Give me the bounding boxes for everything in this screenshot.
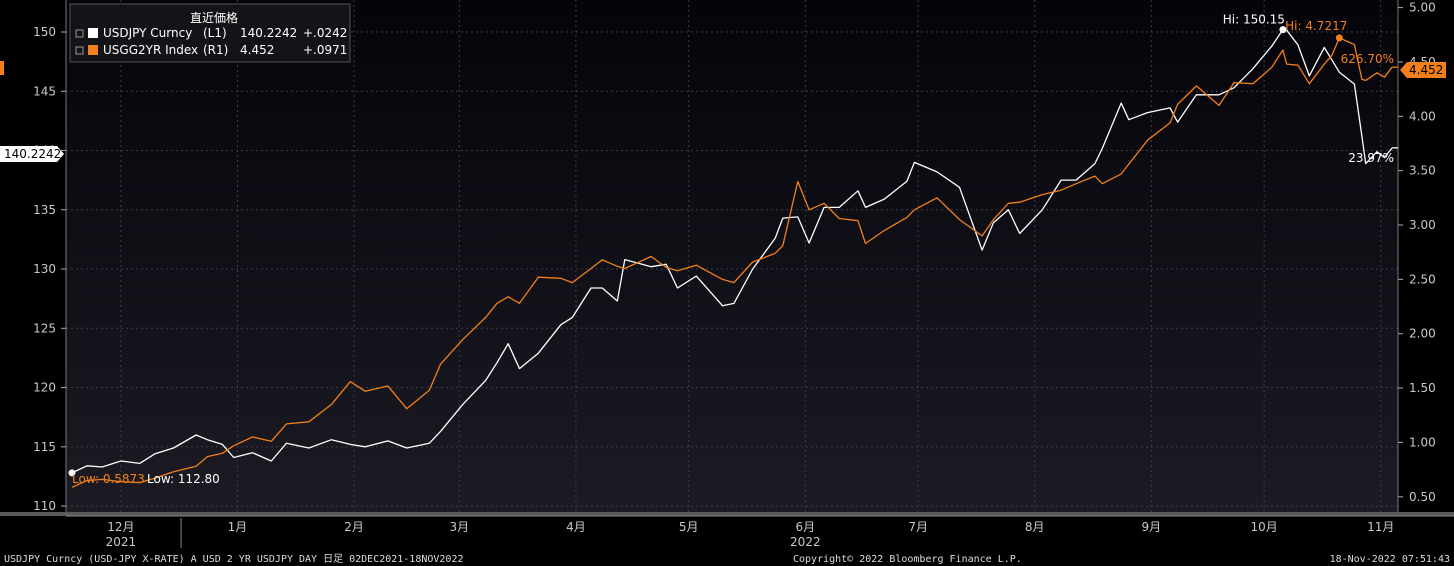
right-last-value-tag: 4.452	[1400, 62, 1446, 78]
usgg2yr-high-label: Hi: 4.7217	[1285, 19, 1347, 33]
legend-expand-icon[interactable]	[75, 46, 84, 55]
x-tick-label: 8月	[1025, 520, 1045, 534]
usdjpy-low-marker	[68, 469, 76, 477]
legend-usgg2yr-last: 4.452	[240, 43, 274, 57]
footer-left-text: USDJPY Curncy (USD-JPY X-RATE) A USD 2 Y…	[4, 553, 464, 565]
left-tick-label: 150	[33, 25, 56, 39]
annotations-layer: Hi: 150.15 Hi: 4.7217 Low: 0.5873 Low: 112.…	[68, 13, 1398, 486]
x-tick-label: 2月	[344, 520, 364, 534]
usgg2yr-low-label: Low: 0.5873	[72, 472, 145, 486]
legend-usgg2yr-axis: (R1)	[203, 43, 228, 57]
x-tick-label: 11月	[1367, 520, 1394, 534]
x-year-label: 2022	[790, 535, 821, 549]
right-tick-label: 3.00	[1409, 218, 1436, 232]
legend-usgg2yr-name: USGG2YR Index	[103, 43, 198, 57]
x-tick-label: 6月	[796, 520, 816, 534]
usgg2yr-change-pct-label: 626.70%	[1341, 52, 1394, 66]
right-last-value-text: 4.452	[1409, 63, 1443, 77]
legend-expand-icon[interactable]	[75, 29, 84, 38]
legend-box	[69, 3, 351, 63]
right-tick-label: 2.00	[1409, 327, 1436, 341]
x-tick-label: 4月	[566, 520, 586, 534]
plot-area	[66, 0, 1398, 512]
legend-usdjpy-change: +.0242	[303, 26, 347, 40]
x-tick-label: 3月	[450, 520, 470, 534]
x-tick-label: 1月	[228, 520, 248, 534]
footer-bar	[0, 548, 1454, 566]
right-tick-label: 3.50	[1409, 164, 1436, 178]
legend-title: 直近価格	[190, 10, 238, 25]
legend-usgg2yr-change: +.0971	[303, 43, 347, 57]
legend-usdjpy-name: USDJPY Curncy	[103, 26, 192, 40]
x-tick-label: 10月	[1250, 520, 1277, 534]
x-tick-label: 9月	[1141, 520, 1161, 534]
usdjpy-high-marker	[1279, 26, 1287, 34]
footer-timestamp: 18-Nov-2022 07:51:43	[1330, 554, 1450, 565]
usdjpy-high-label: Hi: 150.15	[1223, 13, 1285, 27]
left-axis-orange-marker	[0, 61, 4, 75]
left-tick-label: 110	[33, 499, 56, 513]
x-year-label: 2021	[106, 535, 137, 549]
left-tick-label: 115	[33, 440, 56, 454]
left-tick-label: 130	[33, 262, 56, 276]
left-last-value-text: 140.2242	[4, 147, 61, 161]
right-tick-label: 2.50	[1409, 272, 1436, 286]
usdjpy-low-label: Low: 112.80	[147, 472, 220, 486]
legend-usdjpy-last: 140.2242	[240, 26, 297, 40]
x-tick-label: 7月	[908, 520, 928, 534]
left-tick-label: 145	[33, 84, 56, 98]
right-tick-label: 1.00	[1409, 435, 1436, 449]
left-y-axis: 110115120125130135140145150	[33, 0, 67, 513]
series-line-usgg2yr	[71, 37, 1393, 488]
legend-swatch-usgg2yr	[88, 45, 98, 55]
x-tick-label: 12月	[107, 520, 134, 534]
right-tick-label: 5.00	[1409, 1, 1436, 15]
footer-copyright: Copyright© 2022 Bloomberg Finance L.P.	[793, 554, 1022, 565]
left-tick-label: 135	[33, 203, 56, 217]
legend[interactable]: 直近価格 USDJPY Curncy (L1) 140.2242 +.0242 …	[69, 3, 351, 63]
left-tick-label: 125	[33, 321, 56, 335]
legend-swatch-usdjpy	[88, 28, 98, 38]
right-tick-label: 1.50	[1409, 381, 1436, 395]
right-tick-label: 0.50	[1409, 490, 1436, 504]
x-axis-band	[0, 512, 1454, 516]
left-last-value-tag: 140.2242	[0, 146, 64, 162]
series-layer	[71, 28, 1393, 488]
usgg2yr-high-marker	[1335, 34, 1343, 42]
right-y-axis: 0.501.001.502.002.503.003.504.004.505.00	[1397, 0, 1436, 512]
series-line-usdjpy	[71, 28, 1393, 474]
x-tick-label: 5月	[679, 520, 699, 534]
x-axis: 12月 1月 2月 3月 4月 5月 6月 7月 8月 9月 10月 11月 2021 2022	[0, 512, 1454, 549]
usdjpy-change-pct-label: 23.97%	[1348, 151, 1394, 165]
right-tick-label: 4.00	[1409, 109, 1436, 123]
legend-usdjpy-axis: (L1)	[203, 26, 227, 40]
left-tick-label: 120	[33, 381, 56, 395]
